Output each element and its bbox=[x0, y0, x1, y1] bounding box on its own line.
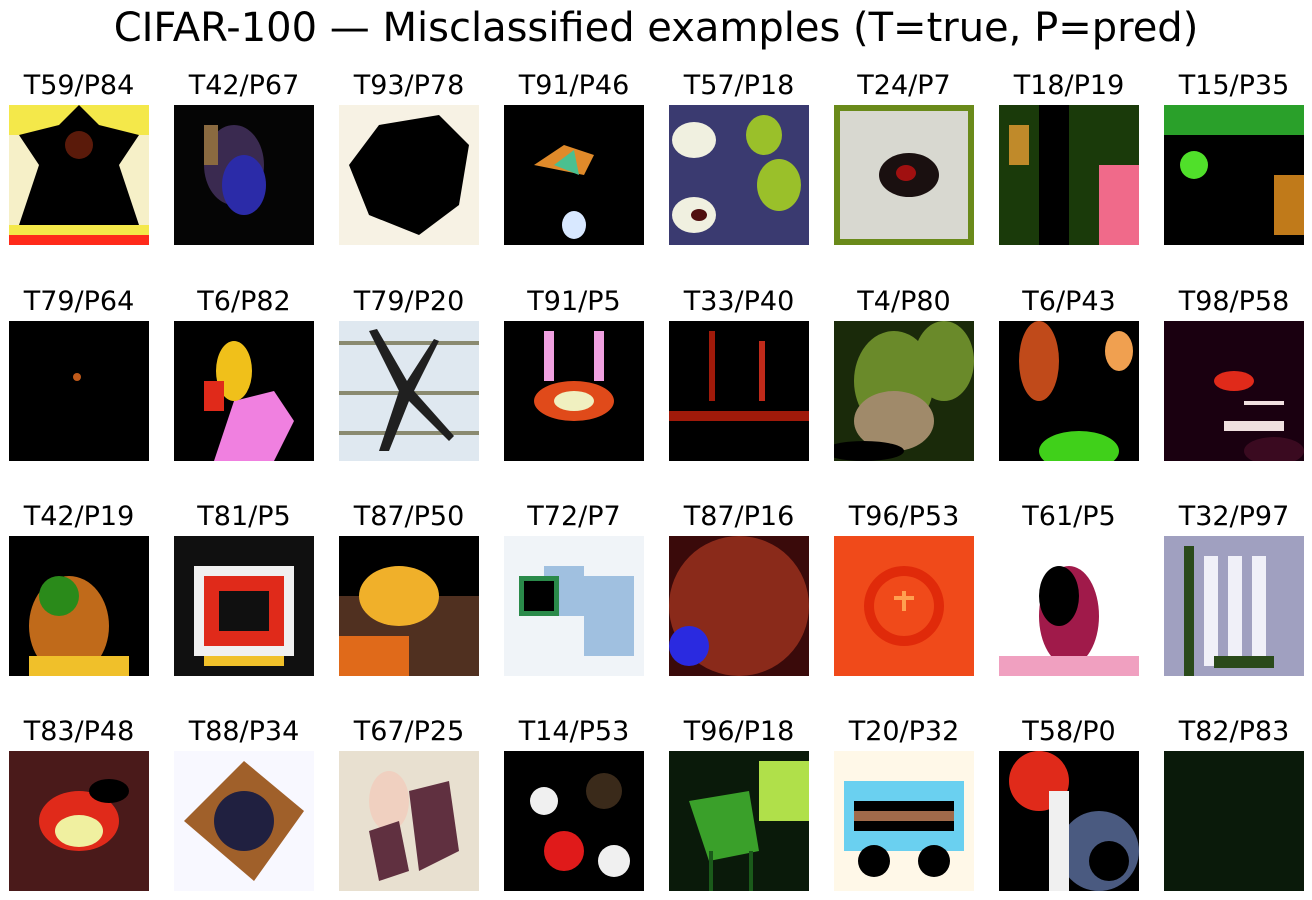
stakes-icon bbox=[669, 321, 809, 461]
dot-icon bbox=[9, 321, 149, 461]
pears-icon bbox=[669, 105, 809, 245]
thumbnail-label: T18/P19 bbox=[1013, 70, 1125, 101]
thumbnail-label: T96/P53 bbox=[848, 501, 960, 532]
pickup-icon bbox=[999, 751, 1139, 891]
beetle-icon bbox=[834, 105, 974, 245]
seal-icon bbox=[504, 536, 644, 676]
tiger-snow-icon bbox=[174, 751, 314, 891]
thumbnail-label: T93/P78 bbox=[353, 70, 465, 101]
forest-icon bbox=[999, 105, 1139, 245]
chair-icon bbox=[834, 751, 974, 891]
thumbnail-label: T61/P5 bbox=[1022, 501, 1116, 532]
streetcar-icon bbox=[174, 536, 314, 676]
figure-cross-icon bbox=[9, 105, 149, 245]
thumbnail-label: T82/P83 bbox=[1178, 716, 1290, 747]
tiger-icon bbox=[9, 536, 149, 676]
thumbnail-label: T87/P50 bbox=[353, 501, 465, 532]
thumbnail-label: T58/P0 bbox=[1022, 716, 1116, 747]
thumbnail-label: T6/P82 bbox=[197, 286, 291, 317]
thumbnail-label: T98/P58 bbox=[1178, 286, 1290, 317]
animal-icon bbox=[834, 321, 974, 461]
thumbnail-label: T33/P40 bbox=[683, 286, 795, 317]
dark-blob-icon bbox=[339, 105, 479, 245]
thumbnail-label: T14/P53 bbox=[518, 716, 630, 747]
stripes-icon bbox=[9, 751, 149, 891]
thumbnail-label: T4/P80 bbox=[857, 286, 951, 317]
thumbnail-label: T91/P46 bbox=[518, 70, 630, 101]
thumbnail-label: T20/P32 bbox=[848, 716, 960, 747]
thumbnail-label: T6/P43 bbox=[1022, 286, 1116, 317]
blob-icon bbox=[174, 105, 314, 245]
thumbnail-label: T96/P18 bbox=[683, 716, 795, 747]
sunflower-icon bbox=[1164, 751, 1304, 891]
thumbnail-label: T81/P5 bbox=[197, 501, 291, 532]
thumbnail-label: T79/P20 bbox=[353, 286, 465, 317]
thumbnail-label: T87/P16 bbox=[683, 501, 795, 532]
thumbnail-label: T72/P7 bbox=[527, 501, 621, 532]
rabbit-icon bbox=[1164, 536, 1304, 676]
plate-icon bbox=[999, 536, 1139, 676]
thumbnail-label: T59/P84 bbox=[23, 70, 135, 101]
flower-icon bbox=[174, 321, 314, 461]
thumbnail-label: T57/P18 bbox=[683, 70, 795, 101]
screen-icon bbox=[669, 536, 809, 676]
thumbnail-label: T24/P7 bbox=[857, 70, 951, 101]
ray-icon bbox=[339, 751, 479, 891]
person-icon bbox=[1164, 321, 1304, 461]
leaves-icon bbox=[669, 751, 809, 891]
thumbnail-label: T15/P35 bbox=[1178, 70, 1290, 101]
thumbnail-label: T91/P5 bbox=[527, 286, 621, 317]
spider-icon bbox=[339, 321, 479, 461]
lamp-icon bbox=[504, 321, 644, 461]
television-icon bbox=[339, 536, 479, 676]
thumbnail-label: T42/P19 bbox=[23, 501, 135, 532]
figure-title: CIFAR-100 — Misclassified examples (T=tr… bbox=[113, 5, 1199, 51]
thumbnail-label: T79/P64 bbox=[23, 286, 135, 317]
butterfly-icon bbox=[504, 751, 644, 891]
thumbnail-label: T83/P48 bbox=[23, 716, 135, 747]
orange-icon bbox=[834, 536, 974, 676]
thumbnail-label: T88/P34 bbox=[188, 716, 300, 747]
thumbnail-label: T42/P67 bbox=[188, 70, 300, 101]
green-dark-icon bbox=[1164, 105, 1304, 245]
thumbnail-label: T67/P25 bbox=[353, 716, 465, 747]
thumbnail-label: T32/P97 bbox=[1178, 501, 1290, 532]
insect-icon bbox=[999, 321, 1139, 461]
fish-icon bbox=[504, 105, 644, 245]
